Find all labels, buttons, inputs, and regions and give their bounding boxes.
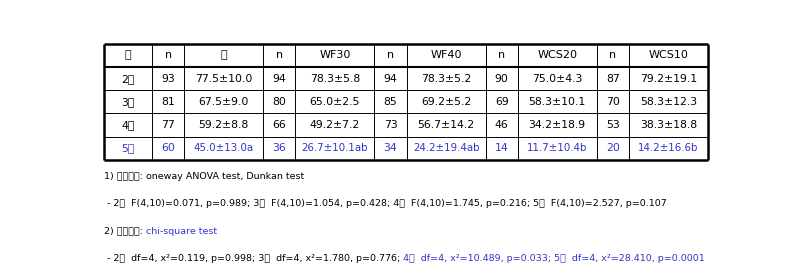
Text: 46: 46: [495, 120, 508, 130]
Text: 69: 69: [495, 97, 508, 107]
Text: 밀: 밀: [220, 50, 227, 60]
Text: n: n: [609, 50, 616, 60]
Text: 2) 통계분석:: 2) 통계분석:: [104, 227, 146, 236]
Text: 20: 20: [606, 143, 620, 153]
Text: 4령: 4령: [121, 120, 135, 130]
Text: 81: 81: [162, 97, 175, 107]
Text: 70: 70: [606, 97, 620, 107]
Text: - 2령  df=4, x²=0.119, p=0.998; 3령  df=4, x²=1.780, p=0.776;: - 2령 df=4, x²=0.119, p=0.998; 3령 df=4, x…: [104, 254, 403, 263]
Text: 93: 93: [162, 73, 175, 84]
Text: 령: 령: [124, 50, 131, 60]
Text: 69.2±5.2: 69.2±5.2: [421, 97, 471, 107]
Text: WCS20: WCS20: [537, 50, 577, 60]
Text: 4령  df=4, x²=10.489, p=0.033; 5령  df=4, x²=28.410, p=0.0001: 4령 df=4, x²=10.489, p=0.033; 5령 df=4, x²…: [403, 254, 705, 263]
Text: 34.2±18.9: 34.2±18.9: [529, 120, 586, 130]
Text: 14: 14: [495, 143, 508, 153]
Text: 59.2±8.8: 59.2±8.8: [199, 120, 249, 130]
Text: 77: 77: [162, 120, 175, 130]
Text: 24.2±19.4ab: 24.2±19.4ab: [413, 143, 479, 153]
Text: n: n: [165, 50, 172, 60]
Text: 60: 60: [162, 143, 175, 153]
Text: 53: 53: [606, 120, 619, 130]
Text: 11.7±10.4b: 11.7±10.4b: [527, 143, 588, 153]
Text: 94: 94: [272, 73, 286, 84]
Text: 87: 87: [606, 73, 619, 84]
Text: 85: 85: [383, 97, 398, 107]
Text: 36: 36: [272, 143, 286, 153]
Text: 67.5±9.0: 67.5±9.0: [199, 97, 249, 107]
Text: 49.2±7.2: 49.2±7.2: [310, 120, 360, 130]
Text: 78.3±5.8: 78.3±5.8: [310, 73, 360, 84]
Text: 3령: 3령: [121, 97, 135, 107]
Text: 38.3±18.8: 38.3±18.8: [640, 120, 697, 130]
Text: 56.7±14.2: 56.7±14.2: [417, 120, 474, 130]
Text: n: n: [387, 50, 394, 60]
Text: 79.2±19.1: 79.2±19.1: [640, 73, 697, 84]
Text: WF30: WF30: [319, 50, 351, 60]
Text: 80: 80: [272, 97, 286, 107]
Text: WCS10: WCS10: [649, 50, 688, 60]
Text: 78.3±5.2: 78.3±5.2: [421, 73, 471, 84]
Text: 1) 통계분석: oneway ANOVA test, Dunkan test: 1) 통계분석: oneway ANOVA test, Dunkan test: [104, 172, 304, 181]
Text: 73: 73: [383, 120, 398, 130]
Text: 58.3±12.3: 58.3±12.3: [640, 97, 697, 107]
Text: 77.5±10.0: 77.5±10.0: [195, 73, 253, 84]
Text: 65.0±2.5: 65.0±2.5: [310, 97, 360, 107]
Text: 45.0±13.0a: 45.0±13.0a: [194, 143, 253, 153]
Text: n: n: [498, 50, 505, 60]
Text: 14.2±16.6b: 14.2±16.6b: [638, 143, 699, 153]
Text: 2령: 2령: [121, 73, 135, 84]
Text: 66: 66: [272, 120, 286, 130]
Text: 75.0±4.3: 75.0±4.3: [532, 73, 582, 84]
Text: 5령: 5령: [121, 143, 135, 153]
Text: 34: 34: [383, 143, 398, 153]
Text: 58.3±10.1: 58.3±10.1: [528, 97, 586, 107]
Text: n: n: [276, 50, 283, 60]
Text: - 2령  F(4,10)=0.071, p=0.989; 3령  F(4,10)=1.054, p=0.428; 4령  F(4,10)=1.745, p=0: - 2령 F(4,10)=0.071, p=0.989; 3령 F(4,10)=…: [104, 199, 667, 208]
Text: 90: 90: [495, 73, 508, 84]
Text: 26.7±10.1ab: 26.7±10.1ab: [302, 143, 368, 153]
Text: chi-square test: chi-square test: [146, 227, 217, 236]
Text: WF40: WF40: [430, 50, 462, 60]
Text: 94: 94: [383, 73, 398, 84]
